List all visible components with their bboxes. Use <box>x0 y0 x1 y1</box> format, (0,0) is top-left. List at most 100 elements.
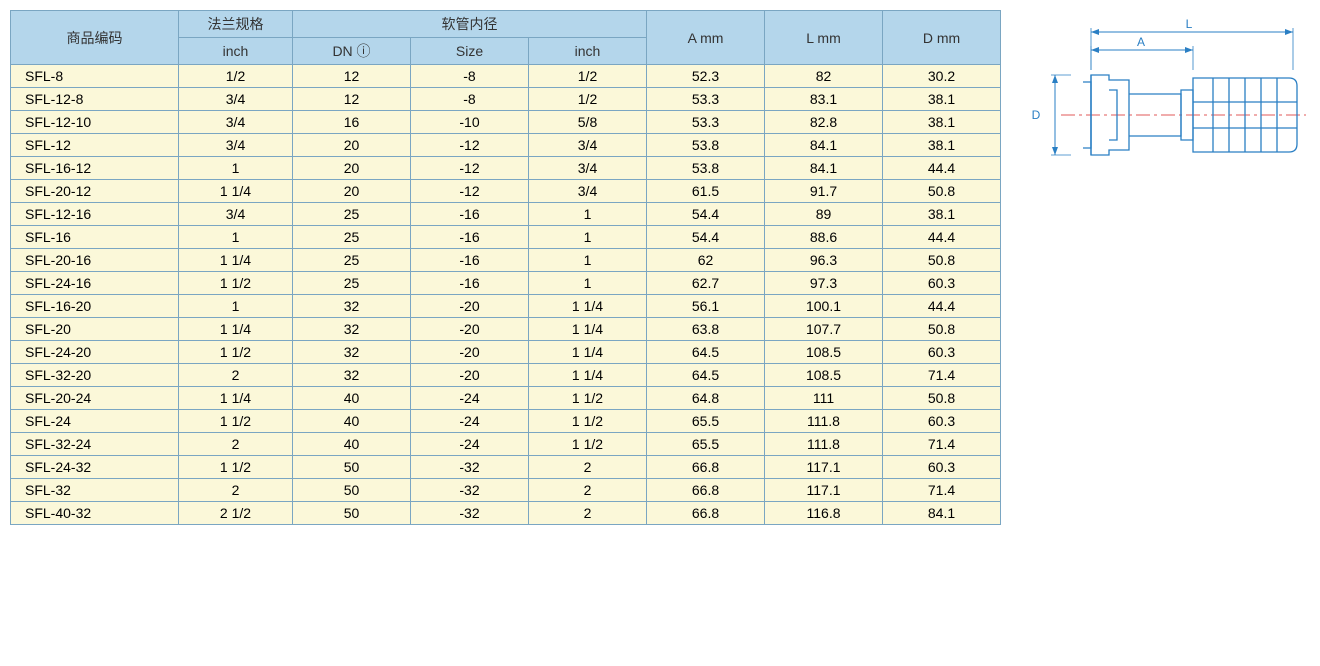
cell-d: 60.3 <box>883 341 1001 364</box>
cell-size: -20 <box>411 318 529 341</box>
cell-size: -8 <box>411 65 529 88</box>
cell-size: -16 <box>411 272 529 295</box>
cell-d: 60.3 <box>883 456 1001 479</box>
cell-flange: 3/4 <box>179 134 293 157</box>
cell-code: SFL-24-20 <box>11 341 179 364</box>
cell-inch: 2 <box>529 456 647 479</box>
cell-dn: 50 <box>293 456 411 479</box>
cell-d: 30.2 <box>883 65 1001 88</box>
cell-inch: 1 1/2 <box>529 387 647 410</box>
cell-code: SFL-20-16 <box>11 249 179 272</box>
cell-size: -20 <box>411 295 529 318</box>
cell-code: SFL-20-24 <box>11 387 179 410</box>
cell-l: 97.3 <box>765 272 883 295</box>
spec-table: 商品编码 法兰规格 软管内径 A mm L mm D mm inch DN ⓘ … <box>10 10 1001 525</box>
cell-l: 96.3 <box>765 249 883 272</box>
cell-code: SFL-8 <box>11 65 179 88</box>
cell-size: -8 <box>411 88 529 111</box>
cell-flange: 2 <box>179 479 293 502</box>
header-d: D mm <box>883 11 1001 65</box>
cell-flange: 1 1/4 <box>179 387 293 410</box>
cell-dn: 40 <box>293 387 411 410</box>
cell-size: -16 <box>411 203 529 226</box>
cell-l: 107.7 <box>765 318 883 341</box>
cell-code: SFL-40-32 <box>11 502 179 525</box>
cell-inch: 3/4 <box>529 180 647 203</box>
cell-a: 56.1 <box>647 295 765 318</box>
table-row: SFL-24-161 1/225-16162.797.360.3 <box>11 272 1001 295</box>
table-row: SFL-20-241 1/440-241 1/264.811150.8 <box>11 387 1001 410</box>
cell-size: -24 <box>411 387 529 410</box>
header-dn: DN ⓘ <box>293 38 411 65</box>
header-size: Size <box>411 38 529 65</box>
cell-dn: 25 <box>293 249 411 272</box>
cell-d: 60.3 <box>883 410 1001 433</box>
cell-d: 71.4 <box>883 433 1001 456</box>
cell-a: 66.8 <box>647 502 765 525</box>
cell-flange: 3/4 <box>179 111 293 134</box>
cell-inch: 1/2 <box>529 88 647 111</box>
cell-code: SFL-16-12 <box>11 157 179 180</box>
cell-code: SFL-12-16 <box>11 203 179 226</box>
cell-dn: 25 <box>293 226 411 249</box>
cell-inch: 3/4 <box>529 134 647 157</box>
table-row: SFL-12-83/412-81/253.383.138.1 <box>11 88 1001 111</box>
cell-code: SFL-16-20 <box>11 295 179 318</box>
cell-l: 82.8 <box>765 111 883 134</box>
cell-inch: 5/8 <box>529 111 647 134</box>
table-row: SFL-16-12120-123/453.884.144.4 <box>11 157 1001 180</box>
cell-a: 66.8 <box>647 479 765 502</box>
header-a: A mm <box>647 11 765 65</box>
cell-dn: 32 <box>293 341 411 364</box>
table-row: SFL-24-321 1/250-32266.8117.160.3 <box>11 456 1001 479</box>
cell-a: 65.5 <box>647 433 765 456</box>
cell-l: 111.8 <box>765 410 883 433</box>
cell-l: 84.1 <box>765 157 883 180</box>
cell-size: -16 <box>411 226 529 249</box>
dim-label-l: L <box>1186 17 1193 31</box>
cell-size: -12 <box>411 134 529 157</box>
cell-d: 50.8 <box>883 180 1001 203</box>
cell-flange: 2 1/2 <box>179 502 293 525</box>
cell-flange: 1 1/2 <box>179 272 293 295</box>
cell-inch: 1 1/4 <box>529 341 647 364</box>
table-row: SFL-12-103/416-105/853.382.838.1 <box>11 111 1001 134</box>
cell-d: 38.1 <box>883 111 1001 134</box>
table-row: SFL-20-121 1/420-123/461.591.750.8 <box>11 180 1001 203</box>
cell-size: -24 <box>411 433 529 456</box>
cell-d: 71.4 <box>883 364 1001 387</box>
cell-a: 63.8 <box>647 318 765 341</box>
cell-dn: 32 <box>293 318 411 341</box>
cell-l: 88.6 <box>765 226 883 249</box>
cell-size: -32 <box>411 479 529 502</box>
table-row: SFL-201 1/432-201 1/463.8107.750.8 <box>11 318 1001 341</box>
cell-d: 44.4 <box>883 295 1001 318</box>
table-row: SFL-20-161 1/425-1616296.350.8 <box>11 249 1001 272</box>
table-body: SFL-81/212-81/252.38230.2SFL-12-83/412-8… <box>11 65 1001 525</box>
cell-d: 44.4 <box>883 226 1001 249</box>
cell-l: 117.1 <box>765 479 883 502</box>
cell-a: 64.5 <box>647 364 765 387</box>
table-row: SFL-40-322 1/250-32266.8116.884.1 <box>11 502 1001 525</box>
table-row: SFL-16125-16154.488.644.4 <box>11 226 1001 249</box>
cell-a: 52.3 <box>647 65 765 88</box>
cell-a: 62.7 <box>647 272 765 295</box>
cell-flange: 1 1/4 <box>179 249 293 272</box>
cell-d: 50.8 <box>883 387 1001 410</box>
cell-code: SFL-24-32 <box>11 456 179 479</box>
cell-dn: 32 <box>293 295 411 318</box>
cell-code: SFL-20-12 <box>11 180 179 203</box>
cell-flange: 1 1/2 <box>179 341 293 364</box>
header-code: 商品编码 <box>11 11 179 65</box>
cell-dn: 12 <box>293 88 411 111</box>
table-row: SFL-32-24240-241 1/265.5111.871.4 <box>11 433 1001 456</box>
cell-d: 71.4 <box>883 479 1001 502</box>
cell-dn: 20 <box>293 157 411 180</box>
cell-l: 84.1 <box>765 134 883 157</box>
spec-table-container: 商品编码 法兰规格 软管内径 A mm L mm D mm inch DN ⓘ … <box>10 10 1001 525</box>
cell-code: SFL-12-10 <box>11 111 179 134</box>
dim-label-d: D <box>1032 108 1041 122</box>
cell-code: SFL-32 <box>11 479 179 502</box>
cell-flange: 2 <box>179 433 293 456</box>
cell-inch: 1 1/2 <box>529 410 647 433</box>
